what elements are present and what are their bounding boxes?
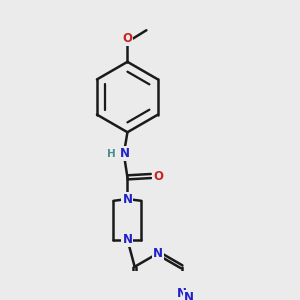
Text: N: N: [122, 233, 132, 246]
Text: H: H: [107, 149, 116, 159]
Text: N: N: [120, 147, 130, 161]
Text: N: N: [184, 291, 194, 300]
Text: O: O: [153, 169, 163, 182]
Text: N: N: [122, 193, 132, 206]
Text: O: O: [122, 32, 132, 45]
Text: N: N: [177, 287, 187, 300]
Text: N: N: [153, 247, 163, 260]
